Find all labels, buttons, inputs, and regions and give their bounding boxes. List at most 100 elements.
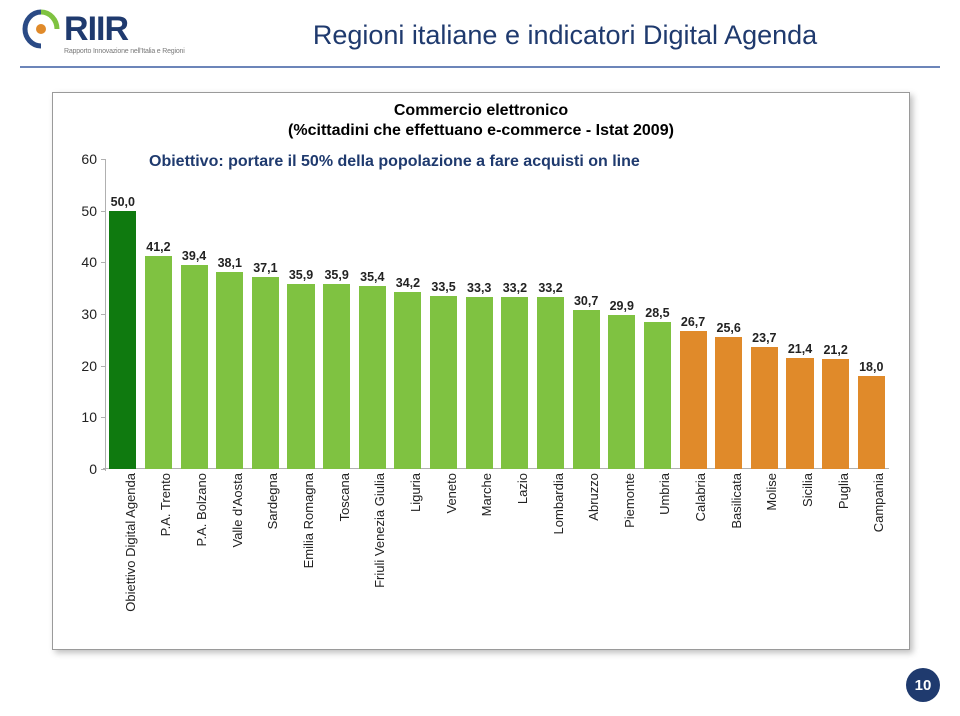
chart-container: Commercio elettronico (%cittadini che ef… [52, 92, 910, 650]
y-tick-mark [101, 262, 105, 263]
bar-value-label: 21,2 [823, 343, 847, 359]
x-labels-container: Obiettivo Digital AgendaP.A. TrentoP.A. … [105, 469, 889, 639]
y-tick-label: 60 [65, 151, 97, 167]
bar-slot: 21,4 [782, 358, 818, 469]
bar: 21,2 [822, 359, 849, 469]
x-category-label: Calabria [693, 473, 708, 521]
bar-slot: 37,1 [248, 277, 284, 469]
y-tick-label: 50 [65, 203, 97, 219]
plot-area: 50,041,239,438,137,135,935,935,434,233,5… [105, 159, 889, 469]
x-label-slot: Umbria [640, 469, 676, 639]
bar-value-label: 38,1 [218, 256, 242, 272]
bar: 33,5 [430, 296, 457, 469]
bar-slot: 33,5 [426, 296, 462, 469]
bar-slot: 34,2 [390, 292, 426, 469]
chart-title: Commercio elettronico (%cittadini che ef… [53, 101, 909, 141]
bar-slot: 23,7 [747, 347, 783, 469]
y-tick-label: 40 [65, 254, 97, 270]
bar-value-label: 21,4 [788, 342, 812, 358]
x-category-label: Sardegna [265, 473, 280, 529]
bar-slot: 33,3 [461, 297, 497, 469]
bar-slot: 35,9 [283, 284, 319, 469]
bars-container: 50,041,239,438,137,135,935,935,434,233,5… [105, 159, 889, 469]
x-category-label: Marche [479, 473, 494, 516]
y-tick-mark [101, 417, 105, 418]
bar-slot: 26,7 [675, 331, 711, 469]
bar: 34,2 [394, 292, 421, 469]
x-category-label: Lombardia [551, 473, 566, 534]
x-label-slot: Friuli Venezia Giulia [354, 469, 390, 639]
x-category-label: P.A. Trento [158, 473, 173, 536]
bar: 35,9 [287, 284, 314, 469]
title-rule [20, 66, 940, 68]
bar-slot: 30,7 [568, 310, 604, 469]
x-label-slot: Puglia [818, 469, 854, 639]
page-number: 10 [915, 677, 932, 694]
logo-mark-icon [20, 8, 62, 50]
x-category-label: Sicilia [800, 473, 815, 507]
bar-value-label: 29,9 [610, 299, 634, 315]
bar-value-label: 34,2 [396, 276, 420, 292]
x-category-label: Puglia [836, 473, 851, 509]
x-label-slot: Liguria [390, 469, 426, 639]
bar-value-label: 35,9 [289, 268, 313, 284]
bar-slot: 28,5 [640, 322, 676, 469]
page-title: Regioni italiane e indicatori Digital Ag… [230, 20, 900, 51]
bar-value-label: 18,0 [859, 360, 883, 376]
bar-slot: 25,6 [711, 337, 747, 469]
x-label-slot: Basilicata [711, 469, 747, 639]
bar: 33,2 [501, 297, 528, 469]
bar-value-label: 33,2 [503, 281, 527, 297]
bar-value-label: 33,2 [538, 281, 562, 297]
bar-value-label: 35,9 [324, 268, 348, 284]
x-label-slot: Toscana [319, 469, 355, 639]
x-category-label: Liguria [408, 473, 423, 512]
x-category-label: Piemonte [622, 473, 637, 528]
x-category-label: Emilia Romagna [301, 473, 316, 568]
bar: 35,9 [323, 284, 350, 469]
bar-slot: 21,2 [818, 359, 854, 469]
x-label-slot: Campania [853, 469, 889, 639]
x-label-slot: Sicilia [782, 469, 818, 639]
y-tick-mark [101, 314, 105, 315]
bar: 39,4 [181, 265, 208, 469]
slide: RIIR Rapporto Innovazione nell'Italia e … [0, 0, 960, 716]
bar: 33,2 [537, 297, 564, 469]
x-label-slot: Sardegna [248, 469, 284, 639]
bar: 21,4 [786, 358, 813, 469]
x-label-slot: Marche [461, 469, 497, 639]
x-category-label: Umbria [657, 473, 672, 515]
bar-slot: 50,0 [105, 211, 141, 469]
bar-value-label: 37,1 [253, 261, 277, 277]
bar-value-label: 23,7 [752, 331, 776, 347]
x-label-slot: Molise [747, 469, 783, 639]
y-tick-label: 0 [65, 461, 97, 477]
bar: 37,1 [252, 277, 279, 469]
bar: 38,1 [216, 272, 243, 469]
bar-slot: 33,2 [497, 297, 533, 469]
x-label-slot: P.A. Trento [141, 469, 177, 639]
bar: 28,5 [644, 322, 671, 469]
y-tick-mark [101, 211, 105, 212]
x-label-slot: Veneto [426, 469, 462, 639]
bar: 50,0 [109, 211, 136, 469]
bar-value-label: 39,4 [182, 249, 206, 265]
x-category-label: Friuli Venezia Giulia [372, 473, 387, 588]
bar-value-label: 33,3 [467, 281, 491, 297]
bar: 18,0 [858, 376, 885, 469]
bar-slot: 41,2 [141, 256, 177, 469]
x-label-slot: Lazio [497, 469, 533, 639]
bar-value-label: 41,2 [146, 240, 170, 256]
chart-title-line2: (%cittadini che effettuano e-commerce - … [53, 121, 909, 141]
bar: 29,9 [608, 315, 635, 469]
bar: 33,3 [466, 297, 493, 469]
y-tick-label: 30 [65, 306, 97, 322]
bar-slot: 35,9 [319, 284, 355, 469]
y-tick-mark [101, 159, 105, 160]
bar: 41,2 [145, 256, 172, 469]
bar-value-label: 33,5 [431, 280, 455, 296]
bar-slot: 38,1 [212, 272, 248, 469]
x-label-slot: Obiettivo Digital Agenda [105, 469, 141, 639]
bar: 30,7 [573, 310, 600, 469]
x-category-label: Lazio [515, 473, 530, 504]
